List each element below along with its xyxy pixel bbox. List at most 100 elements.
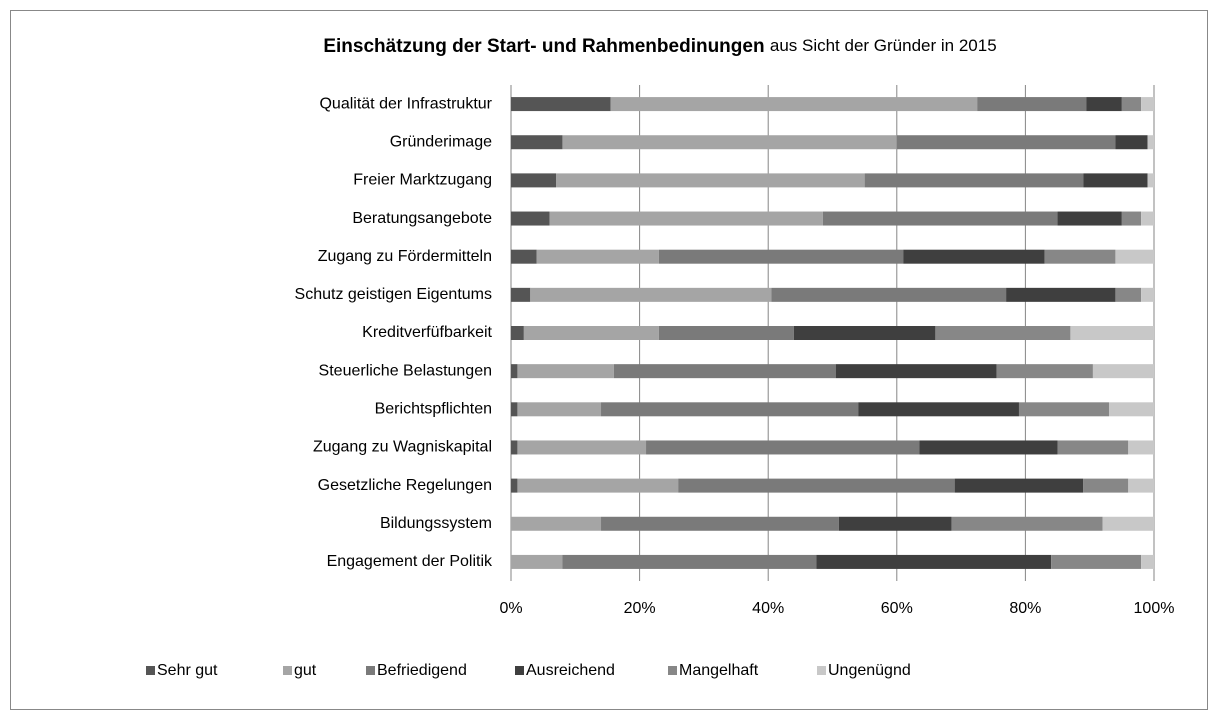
bar-segment	[1102, 516, 1154, 531]
y-tick-label: Gesetzliche Regelungen	[318, 477, 492, 494]
bar-segment	[530, 287, 772, 302]
bar-segment	[511, 440, 518, 455]
bar-segment	[903, 249, 1045, 264]
bar-segment	[1147, 135, 1154, 150]
bar-segment	[511, 554, 563, 569]
bar-segment	[954, 478, 1084, 493]
x-tick-label: 100%	[1134, 600, 1175, 617]
y-tick-label: Freier Marktzugang	[353, 172, 492, 189]
legend-swatch	[817, 666, 826, 675]
bar-segment	[1083, 173, 1148, 188]
legend-label: Mangelhaft	[679, 662, 759, 679]
bar-segment	[1108, 402, 1154, 417]
bar-segment	[511, 364, 518, 379]
chart-border	[10, 10, 1208, 710]
bar-segment	[517, 364, 614, 379]
bar-segment	[1115, 135, 1148, 150]
bar-segment	[771, 287, 1007, 302]
bar-segment	[511, 402, 518, 417]
y-tick-label: Engagement der Politik	[327, 553, 493, 570]
bar-segment	[1044, 249, 1116, 264]
legend-label: Ungenügnd	[828, 662, 911, 679]
bar-segment	[864, 173, 1084, 188]
bar-segment	[838, 516, 952, 531]
bar-segment	[601, 402, 859, 417]
bar-segment	[793, 326, 936, 340]
bar-segment	[1121, 211, 1142, 226]
bar-segment	[1141, 97, 1154, 112]
bar-segment	[511, 287, 531, 302]
x-tick-label: 80%	[1009, 600, 1041, 617]
x-tick-label: 20%	[624, 600, 656, 617]
bar-segment	[1121, 97, 1142, 112]
bar-segment	[1128, 440, 1154, 455]
bar-segment	[996, 364, 1093, 379]
bar-segment	[816, 554, 1052, 569]
bar-segment	[1070, 326, 1154, 340]
bar-segment	[1092, 364, 1154, 379]
bar-segment	[896, 135, 1116, 150]
title-main: Einschätzung der Start- und Rahmenbedinu…	[323, 36, 764, 57]
bar-segment	[562, 135, 897, 150]
bar-segment	[511, 516, 602, 531]
bar-segment	[1051, 554, 1142, 569]
y-tick-label: Qualität der Infrastruktur	[319, 95, 492, 112]
bar-segment	[858, 402, 1019, 417]
bar-segment	[1141, 287, 1154, 302]
bar-segment	[511, 478, 518, 493]
y-tick-label: Steuerliche Belastungen	[319, 362, 492, 379]
bar-segment	[919, 440, 1058, 455]
legend-swatch	[366, 666, 375, 675]
y-tick-label: Zugang zu Wagniskapital	[313, 439, 492, 456]
bar-segment	[1006, 287, 1116, 302]
bar-segment	[511, 211, 550, 226]
bar-segment	[1147, 173, 1154, 188]
bar-segment	[678, 478, 955, 493]
y-tick-label: Zugang zu Fördermitteln	[318, 248, 492, 265]
bar-segment	[517, 440, 647, 455]
legend-label: Befriedigend	[377, 662, 467, 679]
bar-segment	[1057, 211, 1122, 226]
bar-segment	[646, 440, 920, 455]
bar-segment	[951, 516, 1103, 531]
legend-swatch	[146, 666, 155, 675]
bar-segment	[1086, 97, 1122, 112]
legend-label: Ausreichend	[526, 662, 615, 679]
bar-segment	[613, 364, 836, 379]
bar-segment	[935, 326, 1071, 340]
bar-segment	[556, 173, 865, 188]
bar-segment	[610, 97, 978, 112]
y-tick-label: Schutz geistigen Eigentums	[295, 286, 492, 303]
bar-segment	[536, 249, 659, 264]
bar-segment	[977, 97, 1087, 112]
bar-segment	[1083, 478, 1129, 493]
bar-segment	[1141, 211, 1154, 226]
y-tick-label: Berichtspflichten	[375, 401, 492, 418]
y-tick-label: Kreditverfüfbarkeit	[362, 324, 492, 341]
bar-segment	[549, 211, 823, 226]
legend-label: Sehr gut	[157, 662, 218, 679]
bar-segment	[822, 211, 1058, 226]
y-tick-label: Bildungssystem	[380, 515, 492, 532]
bar-segment	[511, 173, 557, 188]
bar-segment	[562, 554, 817, 569]
bar-segment	[1057, 440, 1129, 455]
bar-segment	[658, 326, 794, 340]
bar-segment	[1115, 249, 1154, 264]
x-tick-label: 0%	[499, 600, 522, 617]
bar-segment	[1141, 554, 1154, 569]
x-tick-label: 60%	[881, 600, 913, 617]
bar-segment	[1115, 287, 1142, 302]
bar-segment	[511, 326, 524, 340]
legend-swatch	[668, 666, 677, 675]
bar-segment	[835, 364, 997, 379]
bar-segment	[1018, 402, 1109, 417]
bar-segment	[517, 478, 679, 493]
legend-swatch	[283, 666, 292, 675]
y-tick-label: Beratungsangebote	[352, 210, 492, 227]
bar-segment	[511, 97, 611, 112]
bar-segment	[511, 249, 537, 264]
x-tick-label: 40%	[752, 600, 784, 617]
title-sub: aus Sicht der Gründer in 2015	[770, 36, 997, 55]
